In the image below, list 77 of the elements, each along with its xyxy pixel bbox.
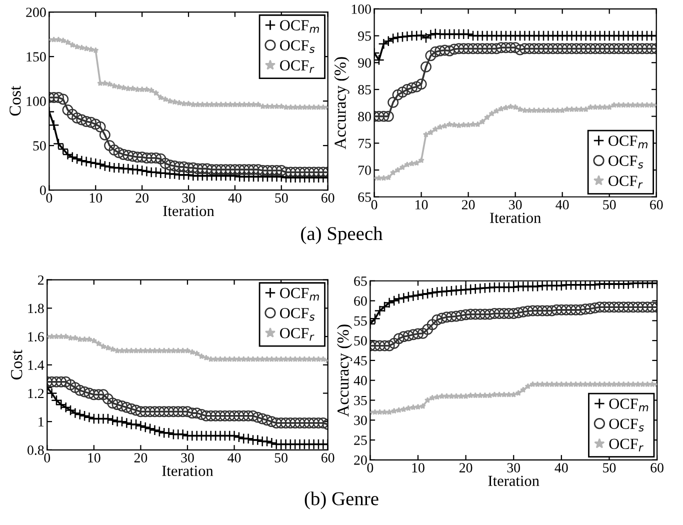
x-tick-label: 50 <box>274 453 288 462</box>
text: (b) Genre <box>304 492 378 510</box>
y-tick-label: 100 <box>352 4 371 14</box>
x-tick-label: 10 <box>88 453 100 462</box>
y-tick-label: 65 <box>354 276 367 286</box>
y-axis-title: Cost <box>10 86 21 116</box>
x-tick-label: 20 <box>462 200 475 210</box>
legend-label: OCF$_{s}$ <box>280 308 315 321</box>
x-tick-label: 60 <box>321 193 334 203</box>
y-tick-label: 200 <box>26 8 46 18</box>
y-tick-label: 1.8 <box>28 304 44 314</box>
y-tick-label: 50 <box>354 336 367 346</box>
x-axis-title: Iteration <box>488 476 540 486</box>
y-axis-title: Accuracy (%) <box>334 57 350 150</box>
y-tick-label: 95 <box>358 31 371 41</box>
y-tick-label: 0 <box>40 186 46 196</box>
x-tick-label: 30 <box>181 453 194 462</box>
y-tick-label: 45 <box>354 356 367 366</box>
y-tick-label: 0.8 <box>28 446 44 455</box>
x-tick-label: 20 <box>459 463 472 472</box>
x-tick-label: 0 <box>371 200 378 210</box>
x-tick-label: 40 <box>228 453 241 462</box>
y-tick-label: 40 <box>354 376 367 386</box>
legend-label: OCF$_{m}$ <box>608 136 648 148</box>
x-tick-label: 20 <box>136 193 148 203</box>
x-tick-label: 10 <box>90 193 102 203</box>
y-tick-label: 60 <box>354 296 367 306</box>
legend-label: OCF$_{m}$ <box>280 20 319 33</box>
y-tick-label: 55 <box>354 316 367 326</box>
y-tick-label: 1.6 <box>28 332 44 342</box>
y-tick-label: 70 <box>358 166 371 175</box>
legend-label: OCF$_{r}$ <box>608 176 643 188</box>
y-tick-label: 90 <box>358 58 371 68</box>
y-tick-label: 1 <box>38 417 44 426</box>
y-tick-label: 85 <box>358 85 371 94</box>
x-tick-label: 30 <box>507 463 520 472</box>
x-tick-label: 50 <box>603 200 616 210</box>
legend-label: OCF$_{r}$ <box>280 328 314 341</box>
x-tick-label: 30 <box>509 200 522 210</box>
x-tick-label: 30 <box>182 193 195 203</box>
legend-label: OCF$_{s}$ <box>280 40 315 54</box>
x-tick-label: 60 <box>650 200 663 210</box>
legend-label: OCF$_{s}$ <box>609 418 644 432</box>
y-tick-label: 75 <box>358 138 371 148</box>
y-tick-label: 80 <box>358 112 371 122</box>
y-axis-title: Cost <box>11 350 22 380</box>
y-axis-title: Accuracy (%) <box>336 324 352 417</box>
y-tick-label: 35 <box>354 396 367 406</box>
y-tick-label: 1.2 <box>28 388 44 398</box>
x-tick-label: 60 <box>650 463 664 472</box>
y-tick-label: 65 <box>358 192 371 202</box>
x-axis-title: Iteration <box>162 466 214 476</box>
legend-label: OCF$_{m}$ <box>280 288 319 301</box>
x-tick-label: 0 <box>46 193 52 203</box>
y-tick-label: 1.4 <box>28 360 44 370</box>
legend-label: OCF$_{m}$ <box>609 398 648 412</box>
y-tick-label: 150 <box>26 52 46 62</box>
legend-label: OCF$_{r}$ <box>280 60 314 73</box>
text: (a) Speech <box>301 226 383 244</box>
y-tick-label: 25 <box>354 436 367 445</box>
x-axis-title: Iteration <box>490 212 541 223</box>
x-tick-label: 50 <box>603 463 616 472</box>
x-axis-title: Iteration <box>163 206 214 216</box>
y-tick-label: 2 <box>38 275 44 285</box>
x-tick-label: 10 <box>412 463 424 472</box>
legend-label: OCF$_{s}$ <box>608 156 644 168</box>
y-tick-label: 100 <box>26 96 46 106</box>
x-tick-label: 20 <box>134 453 148 462</box>
x-tick-label: 10 <box>416 200 428 210</box>
x-tick-label: 40 <box>228 193 242 203</box>
legend-label: OCF$_{r}$ <box>609 438 644 452</box>
x-tick-label: 40 <box>556 200 569 210</box>
y-tick-label: 50 <box>33 141 46 151</box>
y-tick-label: 30 <box>354 416 367 426</box>
x-tick-label: 40 <box>554 463 568 472</box>
x-tick-label: 60 <box>321 453 334 462</box>
x-tick-label: 50 <box>275 193 288 203</box>
